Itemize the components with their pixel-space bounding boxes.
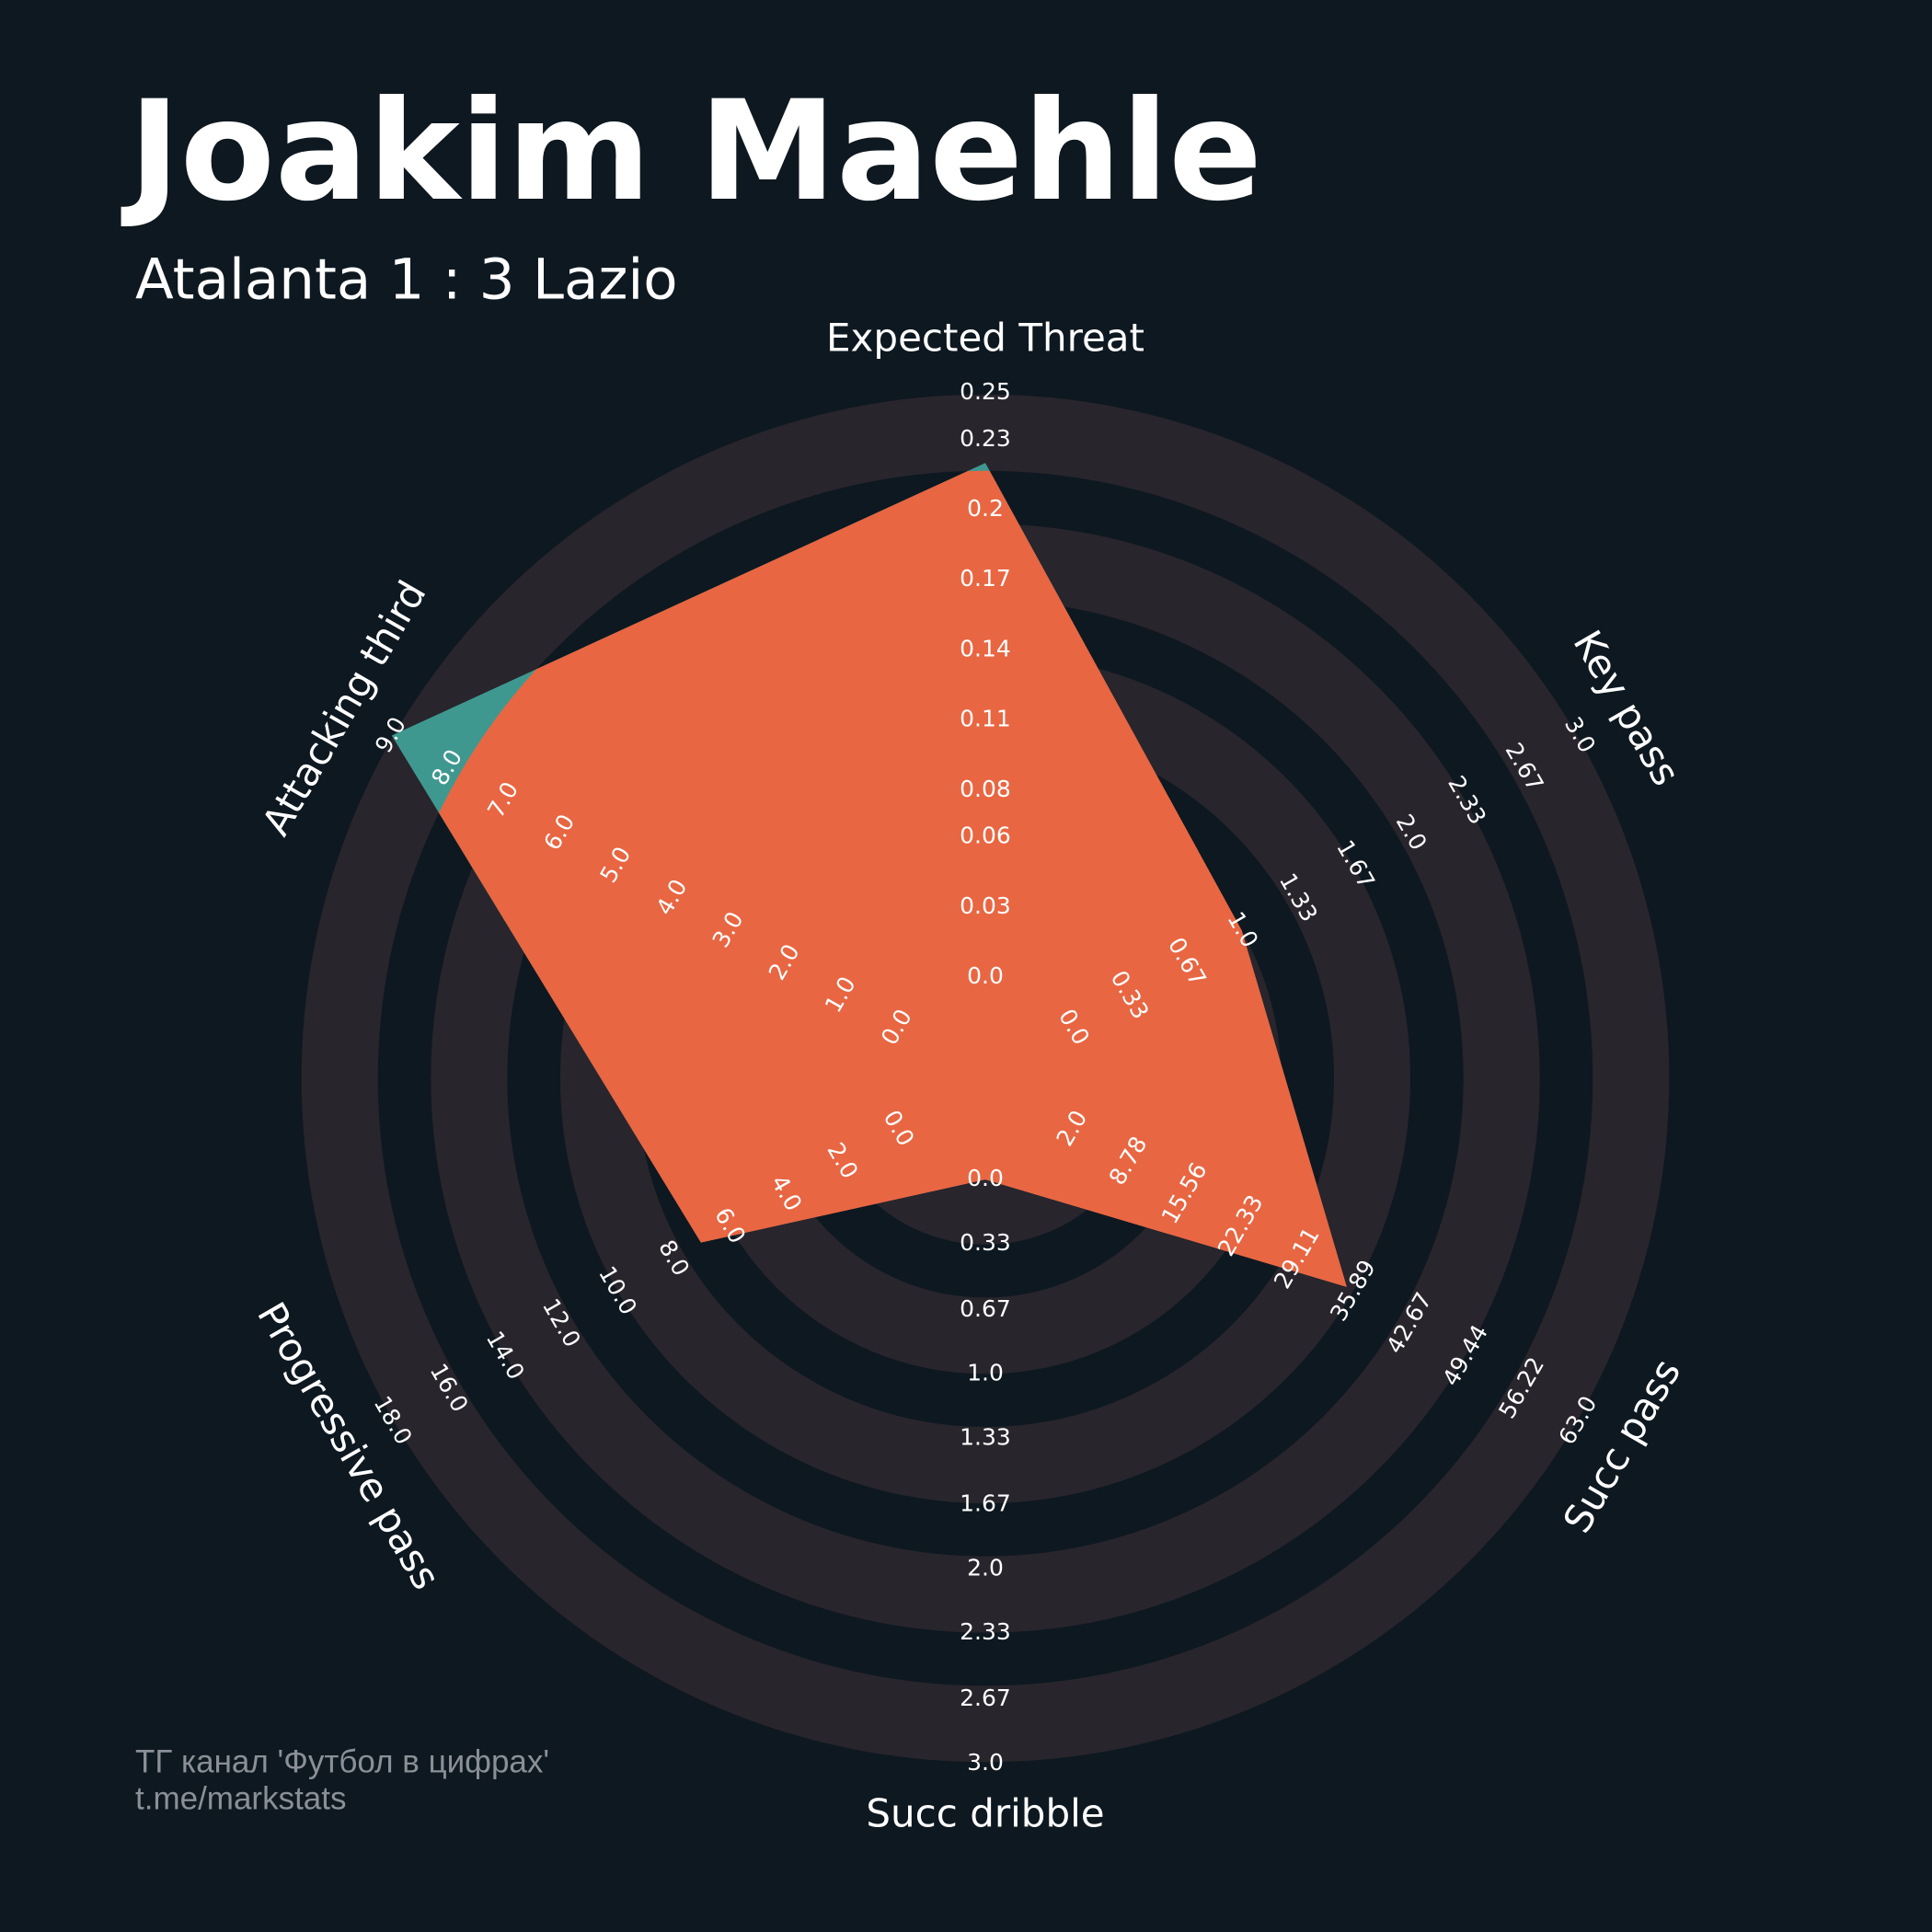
tick-label: 0.25 xyxy=(960,378,1011,405)
tick-label: 1.67 xyxy=(960,1489,1011,1516)
chart-subtitle: Atalanta 1 : 3 Lazio xyxy=(135,247,678,313)
chart-title: Joakim Maehle xyxy=(121,72,1262,232)
tick-label: 2.67 xyxy=(960,1685,1011,1711)
tick-label: 0.67 xyxy=(960,1295,1011,1322)
tick-label: 0.23 xyxy=(960,425,1011,452)
footer-line: t.me/markstats xyxy=(135,1780,346,1816)
axis-label: Succ dribble xyxy=(866,1791,1104,1836)
tick-label: 0.14 xyxy=(960,635,1011,661)
tick-label: 0.11 xyxy=(960,706,1011,732)
tick-label: 0.17 xyxy=(960,565,1011,592)
radar-ring xyxy=(895,988,1075,1168)
tick-label: 0.0 xyxy=(967,962,1004,989)
tick-label: 0.2 xyxy=(967,495,1004,522)
tick-label: 1.33 xyxy=(960,1424,1011,1451)
tick-label: 3.0 xyxy=(967,1749,1004,1776)
tick-label: 1.0 xyxy=(967,1360,1004,1386)
tick-label: 2.0 xyxy=(967,1554,1004,1581)
tick-label: 0.03 xyxy=(960,892,1011,919)
footer-line: ТГ канал 'Футбол в цифрах' xyxy=(135,1743,549,1779)
tick-label: 0.06 xyxy=(960,822,1011,849)
tick-label: 2.33 xyxy=(960,1618,1011,1645)
tick-label: 0.33 xyxy=(960,1229,1011,1256)
tick-label: 0.08 xyxy=(960,776,1011,802)
tick-label: 0.0 xyxy=(967,1165,1004,1191)
axis-label: Expected Threat xyxy=(826,316,1144,361)
